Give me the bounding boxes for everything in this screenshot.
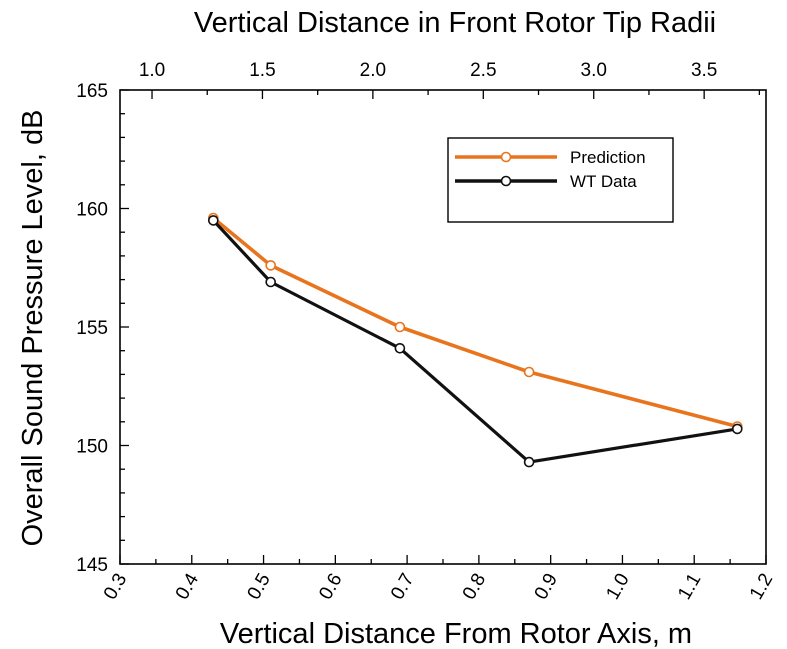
data-point-wt-data <box>394 342 406 354</box>
data-point-prediction <box>394 321 406 333</box>
y-tick-label: 165 <box>76 81 108 102</box>
legend-marker-prediction <box>500 151 512 163</box>
x-tick-label: 1.0 <box>602 570 633 603</box>
x-tick-label: 0.9 <box>531 570 562 603</box>
legend-marker-wt-data <box>500 175 512 187</box>
x-tick-label: 0.4 <box>172 570 204 604</box>
series-line-prediction <box>211 216 740 429</box>
legend-label-wt-data: WT Data <box>570 172 637 191</box>
x-tick-label: 1.1 <box>674 570 705 603</box>
data-point-wt-data <box>731 423 743 435</box>
y-tick-label: 150 <box>76 437 108 458</box>
data-point-prediction <box>265 260 277 271</box>
legend: Prediction WT Data <box>447 137 674 223</box>
x-tick-label: 0.6 <box>315 570 346 603</box>
y-tick-label: 155 <box>76 318 108 339</box>
top-axis-title: Vertical Distance in Front Rotor Tip Rad… <box>194 7 716 39</box>
x-tick-label: 0.8 <box>459 570 490 603</box>
x-tick-label: 1.2 <box>746 570 777 603</box>
data-point-wt-data <box>523 456 535 468</box>
y-axis-title: Overall Sound Pressure Level, dB <box>17 110 49 547</box>
series-line-wt-data <box>211 218 739 464</box>
top-tick-label: 2.5 <box>470 60 496 81</box>
top-tick-label: 3.5 <box>691 60 717 81</box>
x-tick-label: 0.5 <box>243 570 274 603</box>
data-point-wt-data <box>208 215 219 226</box>
top-tick-label: 1.5 <box>249 60 275 81</box>
top-tick-label: 1.0 <box>139 60 165 81</box>
y-tick-label: 145 <box>76 555 108 576</box>
data-point-wt-data <box>265 276 277 288</box>
data-point-prediction <box>523 366 535 378</box>
x-tick-label: 0.7 <box>387 570 418 603</box>
legend-label-prediction: Prediction <box>570 148 646 167</box>
top-tick-label: 2.0 <box>360 60 386 81</box>
series-layer <box>208 212 743 468</box>
x-axis-title: Vertical Distance From Rotor Axis, m <box>220 618 692 649</box>
top-tick-label: 3.0 <box>581 60 607 81</box>
y-tick-label: 160 <box>76 200 108 221</box>
